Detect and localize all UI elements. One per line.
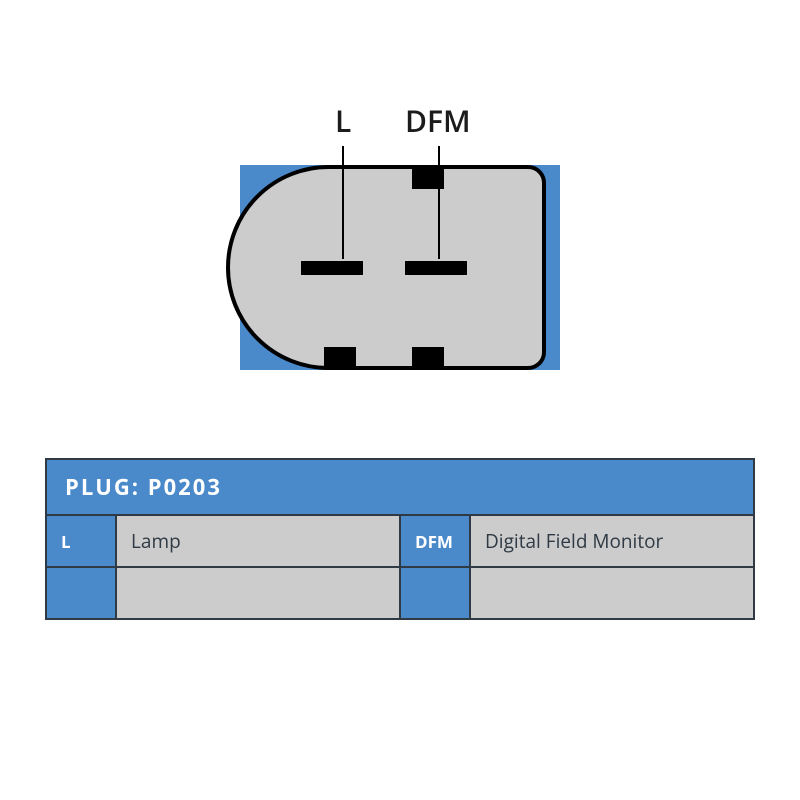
pin-code-cell — [401, 566, 471, 618]
plug-tab-bottom-left — [324, 347, 356, 366]
pin-code-cell: L — [47, 514, 117, 566]
plug-table: PLUG: P0203 L Lamp DFM Digital Field Mon… — [45, 458, 755, 620]
plug-body — [226, 165, 546, 370]
lead-line-L — [342, 146, 344, 259]
lead-line-DFM — [438, 146, 440, 259]
plug-diagram: L DFM — [0, 0, 800, 430]
table-header: PLUG: P0203 — [47, 460, 753, 514]
table-row — [47, 566, 753, 618]
pin-code-cell — [47, 566, 117, 618]
pin-desc-cell — [117, 566, 401, 618]
pin-desc-cell — [471, 566, 753, 618]
table-header-row: PLUG: P0203 — [47, 460, 753, 514]
pin-code-cell: DFM — [401, 514, 471, 566]
pin-label-DFM: DFM — [405, 100, 471, 141]
pin-slot-DFM — [405, 261, 467, 275]
plug-tab-bottom-right — [412, 347, 444, 366]
pin-desc-cell: Digital Field Monitor — [471, 514, 753, 566]
pin-label-L: L — [335, 100, 351, 141]
pin-slot-L — [301, 261, 363, 275]
table-row: L Lamp DFM Digital Field Monitor — [47, 514, 753, 566]
pin-desc-cell: Lamp — [117, 514, 401, 566]
